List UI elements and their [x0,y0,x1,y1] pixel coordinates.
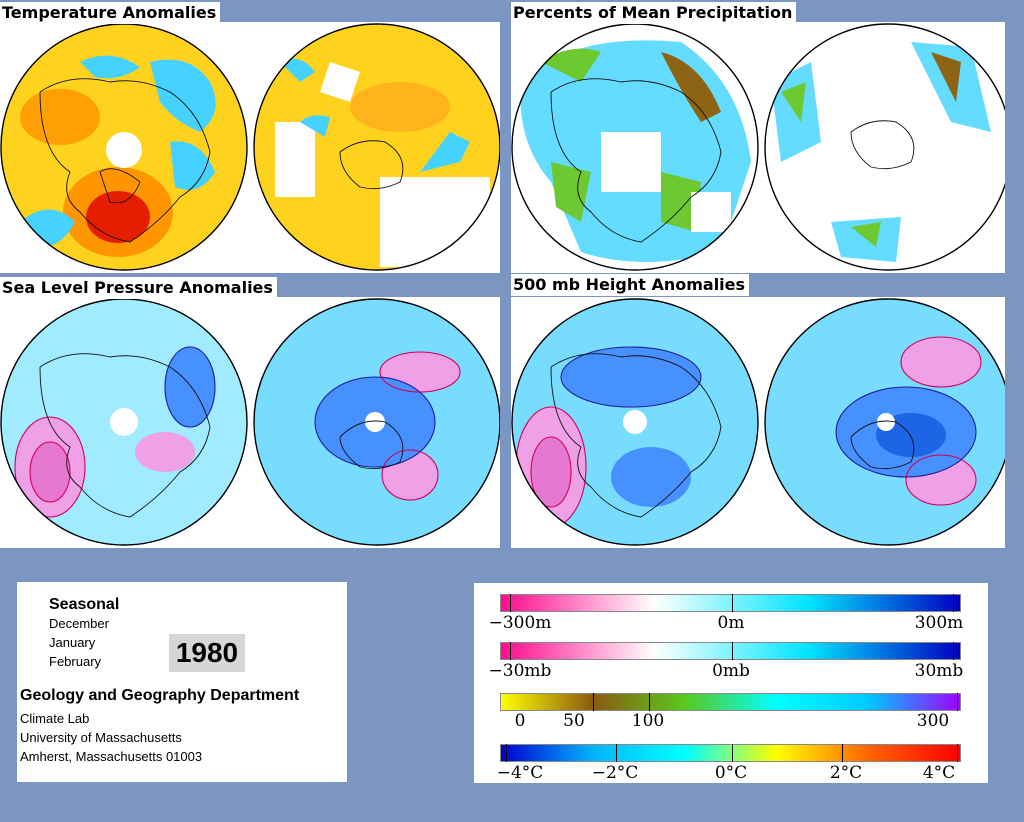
height-colorbar-label: 300m [914,613,964,633]
precipitation-colorbar-label: 300 [916,711,950,731]
precipitation-colorbar-tick [593,693,594,711]
height-colorbar-label: 0m [717,613,745,633]
height500-panel [511,297,1005,548]
slp-nh-globe [1,299,247,545]
slp-title: Sea Level Pressure Anomalies [0,277,277,299]
precipitation-colorbar-tick [957,693,958,711]
pressure-colorbar-tick [510,642,511,660]
height500-nh-globe [512,299,758,545]
precipitation-colorbar-label: 50 [563,711,585,731]
precipitation-map [511,23,1005,271]
height-colorbar-tick [953,594,954,612]
temperature-colorbar-label: −4°C [496,763,544,783]
temperature-nh-globe [1,24,247,270]
month-december: December [49,616,109,631]
height-colorbar-tick [732,594,733,612]
temperature-colorbar-label: 0°C [714,763,748,783]
temperature-map [0,23,500,271]
month-february: February [49,654,102,669]
temperature-colorbar-tick [732,744,733,762]
pressure-colorbar-tick [953,642,954,660]
pressure-colorbar-label: 30mb [914,661,964,681]
address: Amherst, Massachusetts 01003 [20,749,203,764]
color-legend: −300m 0m 300m −30mb 0mb 30mb 0 50 100 300 −4°C −… [474,583,988,783]
period-label: Seasonal [49,596,120,613]
year-badge: 1980 [169,634,245,672]
temperature-sh-globe [254,24,500,270]
temperature-colorbar-label: 2°C [829,763,863,783]
temperature-colorbar [500,744,961,762]
temperature-colorbar-tick [506,744,507,762]
temperature-colorbar-tick [842,744,843,762]
pressure-colorbar-tick [732,642,733,660]
pressure-colorbar-label: 0mb [712,661,750,681]
temperature-colorbar-label: 4°C [922,763,956,783]
pressure-colorbar-label: −30mb [488,661,552,681]
slp-sh-globe [254,299,500,545]
temperature-colorbar-label: −2°C [591,763,639,783]
temperature-colorbar-tick [957,744,958,762]
slp-map [0,298,500,546]
height500-map [511,298,1005,546]
precipitation-colorbar-label: 0 [514,711,526,731]
precipitation-title: Percents of Mean Precipitation [511,2,797,24]
height500-sh-globe [765,299,1005,545]
precipitation-colorbar [500,693,961,711]
precipitation-sh-globe [765,24,1005,270]
height-colorbar-tick [510,594,511,612]
temperature-colorbar-tick [616,744,617,762]
precipitation-panel [511,22,1005,273]
pressure-colorbar [500,642,961,660]
height-colorbar-label: −300m [488,613,552,633]
temperature-title: Temperature Anomalies [0,2,221,24]
month-january: January [49,635,96,650]
precipitation-colorbar-label: 100 [631,711,665,731]
height-colorbar [500,594,961,612]
height500-title: 500 mb Height Anomalies [511,274,750,296]
department-name: Geology and Geography Department [20,687,300,704]
precipitation-nh-globe [512,24,758,270]
info-box: Seasonal December January February 1980 … [17,582,347,782]
university-name: University of Massachusetts [20,730,182,745]
precipitation-colorbar-tick [649,693,650,711]
slp-panel [0,297,500,548]
temperature-panel [0,22,500,273]
lab-name: Climate Lab [20,711,90,726]
